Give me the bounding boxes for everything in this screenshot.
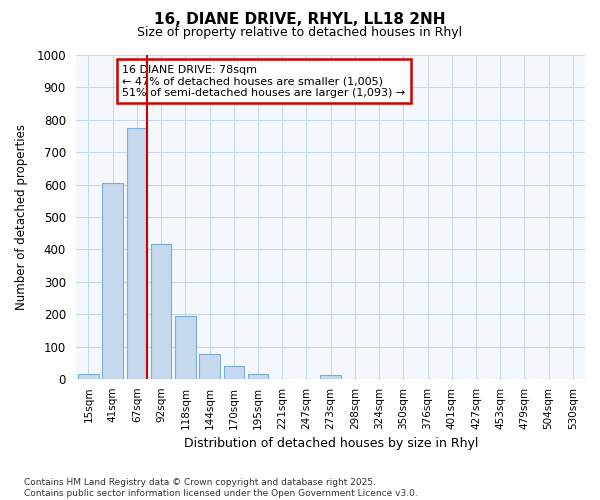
Bar [151,244,172,379]
Bar [175,316,196,379]
Bar [199,354,220,379]
Bar [103,183,123,379]
Bar [224,366,244,379]
Bar [320,374,341,379]
Bar [78,374,99,379]
Text: Size of property relative to detached houses in Rhyl: Size of property relative to detached ho… [137,26,463,39]
Bar [127,128,147,379]
Text: Contains HM Land Registry data © Crown copyright and database right 2025.
Contai: Contains HM Land Registry data © Crown c… [24,478,418,498]
Text: 16, DIANE DRIVE, RHYL, LL18 2NH: 16, DIANE DRIVE, RHYL, LL18 2NH [154,12,446,28]
Y-axis label: Number of detached properties: Number of detached properties [15,124,28,310]
Bar [248,374,268,379]
X-axis label: Distribution of detached houses by size in Rhyl: Distribution of detached houses by size … [184,437,478,450]
Text: 16 DIANE DRIVE: 78sqm
← 47% of detached houses are smaller (1,005)
51% of semi-d: 16 DIANE DRIVE: 78sqm ← 47% of detached … [122,64,406,98]
